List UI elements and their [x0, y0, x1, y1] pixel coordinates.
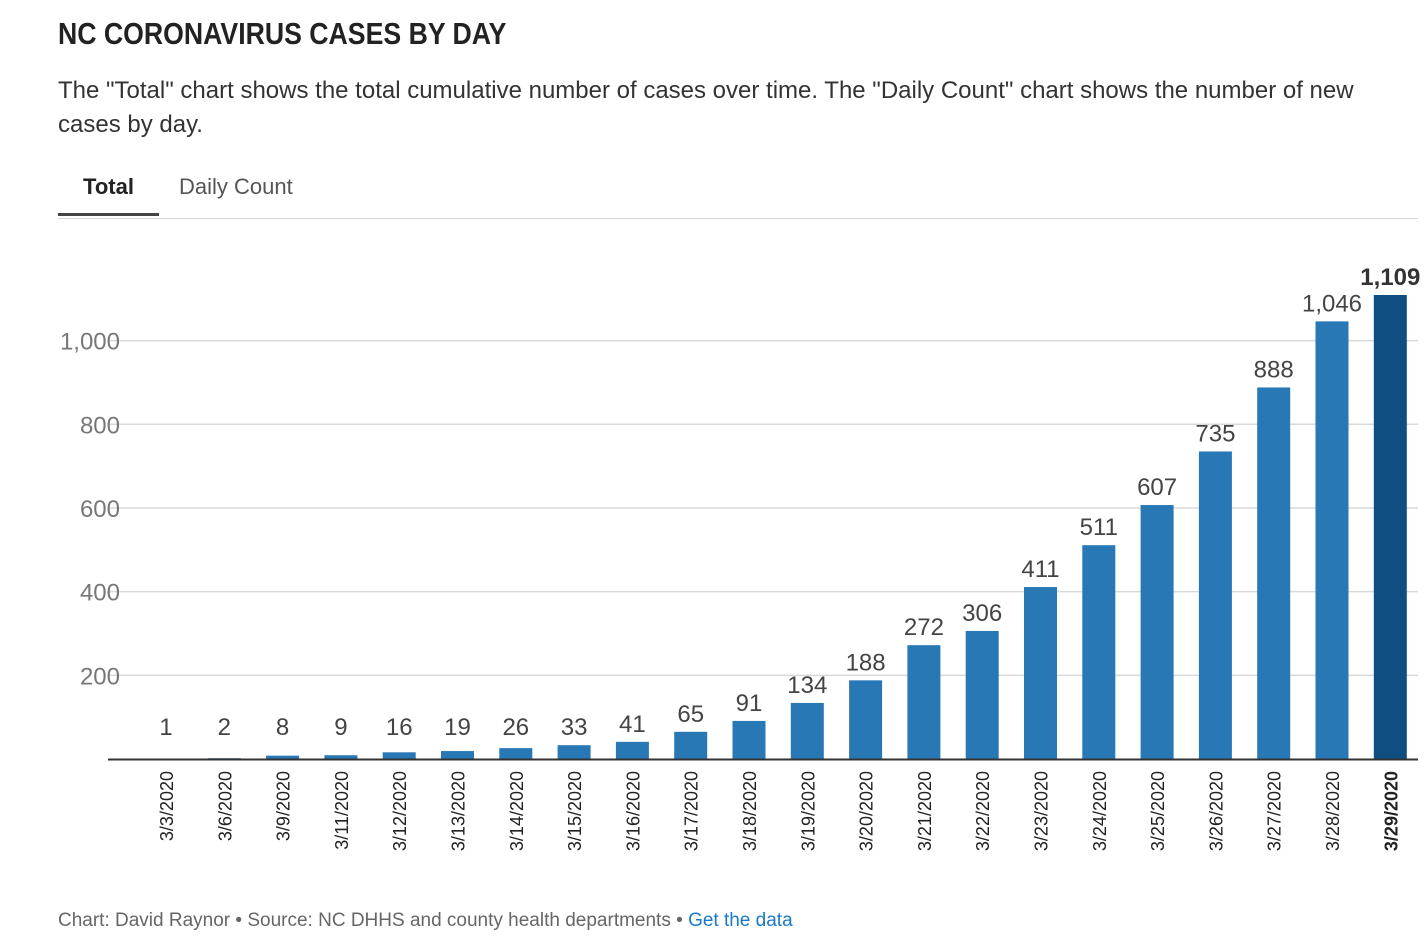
get-data-link[interactable]: Get the data — [688, 910, 793, 931]
tab-total[interactable]: Total — [58, 174, 159, 216]
value-label: 272 — [904, 614, 944, 641]
bar-3/23/2020[interactable] — [1024, 587, 1057, 759]
value-label: 19 — [444, 714, 471, 741]
y-tick-label: 200 — [80, 663, 120, 690]
footer-separator: • — [676, 910, 683, 931]
value-label: 33 — [561, 714, 588, 741]
value-label: 1,046 — [1302, 290, 1362, 317]
value-label: 188 — [846, 649, 886, 676]
x-tick-label: 3/26/2020 — [1206, 771, 1226, 851]
x-tick-label: 3/12/2020 — [390, 771, 410, 851]
bar-3/27/2020[interactable] — [1257, 387, 1291, 759]
x-tick-label: 3/28/2020 — [1323, 771, 1343, 851]
value-label: 16 — [386, 714, 413, 741]
bars — [149, 295, 1407, 760]
value-label: 411 — [1021, 556, 1059, 583]
bar-3/15/2020[interactable] — [557, 745, 591, 759]
bar-3/20/2020[interactable] — [849, 680, 883, 759]
bar-3/21/2020[interactable] — [907, 645, 941, 759]
value-label: 607 — [1137, 474, 1177, 501]
bar-3/29/2020[interactable] — [1373, 295, 1407, 759]
chart-subtitle: The "Total" chart shows the total cumula… — [58, 77, 1354, 138]
y-tick-label: 600 — [80, 496, 120, 523]
x-tick-label: 3/21/2020 — [915, 771, 935, 851]
x-axis-ticks: 3/3/2020 3/6/2020 3/9/2020 3/11/2020 3/12/20… — [157, 771, 1401, 851]
bar-3/9/2020[interactable] — [266, 755, 300, 759]
x-tick-label: 3/13/2020 — [449, 771, 469, 851]
x-tick-label: 3/17/2020 — [682, 771, 702, 851]
x-tick-label: 3/11/2020 — [332, 771, 352, 850]
bar-3/16/2020[interactable] — [615, 741, 649, 759]
value-label: 735 — [1195, 420, 1235, 447]
x-tick-label: 3/27/2020 — [1265, 771, 1285, 851]
x-tick-label: 3/20/2020 — [857, 771, 877, 851]
x-tick-label: 3/16/2020 — [623, 771, 643, 851]
bar-3/12/2020[interactable] — [382, 752, 416, 759]
x-tick-label: 3/6/2020 — [215, 771, 235, 841]
y-tick-label: 400 — [80, 580, 120, 607]
value-label: 1,109 — [1360, 264, 1420, 291]
y-tick-label: 1,000 — [60, 329, 120, 356]
value-label: 91 — [736, 690, 763, 717]
source-text: Source: NC DHHS and county health depart… — [247, 910, 671, 931]
x-tick-label: 3/29/2020 — [1381, 771, 1401, 851]
bar-3/25/2020[interactable] — [1140, 505, 1174, 759]
y-axis-ticks: 200 400 600 800 1,000 — [60, 329, 120, 691]
tab-daily-count[interactable]: Daily Count — [179, 174, 293, 199]
bar-3/17/2020[interactable] — [674, 731, 708, 759]
bar-3/18/2020[interactable] — [732, 720, 766, 759]
x-tick-label: 3/18/2020 — [740, 771, 760, 851]
chart-footer: Chart: David Raynor • Source: NC DHHS an… — [58, 910, 793, 932]
value-label: 2 — [218, 714, 231, 741]
value-label: 41 — [619, 711, 646, 738]
x-tick-label: 3/19/2020 — [798, 771, 818, 851]
bar-3/19/2020[interactable] — [790, 702, 824, 759]
bar-3/26/2020[interactable] — [1198, 451, 1232, 759]
value-label: 65 — [677, 701, 704, 728]
x-tick-label: 3/24/2020 — [1090, 771, 1110, 851]
chart-title: NC CORONAVIRUS CASES BY DAY — [58, 16, 507, 51]
value-labels: 1 2 8 9 16 19 26 33 41 65 91 134 188 272 306 411 511 607 7… — [159, 264, 1420, 741]
x-tick-label: 3/25/2020 — [1148, 771, 1168, 851]
bar-3/13/2020[interactable] — [441, 751, 474, 759]
bar-3/22/2020[interactable] — [965, 630, 999, 759]
bar-3/24/2020[interactable] — [1082, 545, 1116, 759]
value-label: 26 — [502, 714, 529, 741]
x-tick-label: 3/14/2020 — [507, 771, 527, 851]
value-label: 9 — [334, 714, 347, 741]
value-label: 8 — [276, 714, 289, 741]
value-label: 134 — [787, 672, 827, 699]
x-tick-label: 3/23/2020 — [1032, 771, 1052, 851]
x-tick-label: 3/3/2020 — [157, 771, 177, 841]
value-label: 511 — [1080, 514, 1118, 541]
footer-separator: • — [235, 910, 243, 931]
bar-3/11/2020[interactable] — [324, 755, 358, 759]
bar-3/28/2020[interactable] — [1315, 321, 1349, 759]
x-tick-label: 3/9/2020 — [274, 771, 294, 841]
value-label: 888 — [1254, 356, 1294, 383]
value-label: 1 — [159, 714, 172, 741]
chart-credit: Chart: David Raynor — [58, 910, 231, 931]
chart-tabs: Total Daily Count — [58, 166, 1418, 219]
y-tick-label: 800 — [80, 412, 120, 439]
bar-3/14/2020[interactable] — [499, 748, 533, 759]
x-tick-label: 3/15/2020 — [565, 771, 585, 851]
value-label: 306 — [962, 600, 1002, 627]
x-tick-label: 3/22/2020 — [973, 771, 993, 851]
